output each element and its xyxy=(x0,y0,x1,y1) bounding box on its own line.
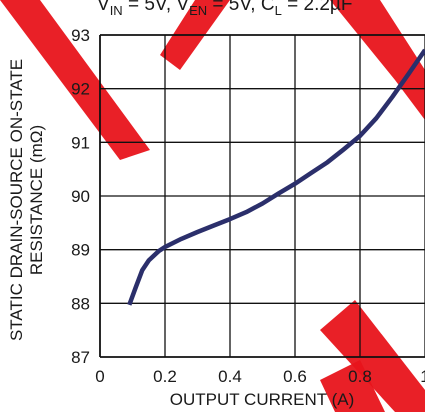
y-tick-label: 91 xyxy=(71,133,90,152)
x-tick-label: 0.4 xyxy=(218,367,242,386)
x-axis-title: OUTPUT CURRENT (A) xyxy=(170,390,355,409)
y-tick-label: 92 xyxy=(71,80,90,99)
y-axis-title-line2: RESISTANCE (mΩ) xyxy=(27,125,46,275)
conditions-header: VIN = 5V, VEN = 5V, CL = 2.2µF xyxy=(97,0,352,18)
y-tick-label: 90 xyxy=(71,187,90,206)
y-tick-label: 89 xyxy=(71,241,90,260)
y-axis-title-line1: STATIC DRAIN-SOURCE ON-STATE xyxy=(7,59,26,341)
y-tick-label: 87 xyxy=(71,348,90,367)
x-tick-label: 0 xyxy=(95,367,104,386)
condition-ven-symbol: V xyxy=(176,0,189,15)
x-tick-label: 1 xyxy=(420,367,425,386)
condition-ven-value: = 5V, xyxy=(207,0,261,15)
x-axis-ticks: 0 0.2 0.4 0.6 0.8 1 xyxy=(95,367,425,386)
condition-vin-symbol: V xyxy=(97,0,110,15)
y-tick-label: 88 xyxy=(71,294,90,313)
x-tick-label: 0.8 xyxy=(348,367,372,386)
series-line-0 xyxy=(127,48,425,306)
condition-vin-value: = 5V, xyxy=(123,0,177,15)
y-axis-title: STATIC DRAIN-SOURCE ON-STATE RESISTANCE … xyxy=(7,59,46,341)
series-layer xyxy=(127,48,425,306)
grid xyxy=(100,35,425,357)
x-tick-label: 0.2 xyxy=(153,367,177,386)
condition-cl-subscript: L xyxy=(275,3,282,18)
condition-cl-value: = 2.2µF xyxy=(282,0,353,15)
x-tick-label: 0.6 xyxy=(283,367,307,386)
condition-cl-symbol: C xyxy=(261,0,275,15)
condition-vin-subscript: IN xyxy=(110,3,123,18)
y-tick-label: 93 xyxy=(71,26,90,45)
y-axis-ticks: 87 88 89 90 91 92 93 xyxy=(71,26,90,367)
plot-frame xyxy=(99,34,425,358)
condition-ven-subscript: EN xyxy=(189,3,207,18)
